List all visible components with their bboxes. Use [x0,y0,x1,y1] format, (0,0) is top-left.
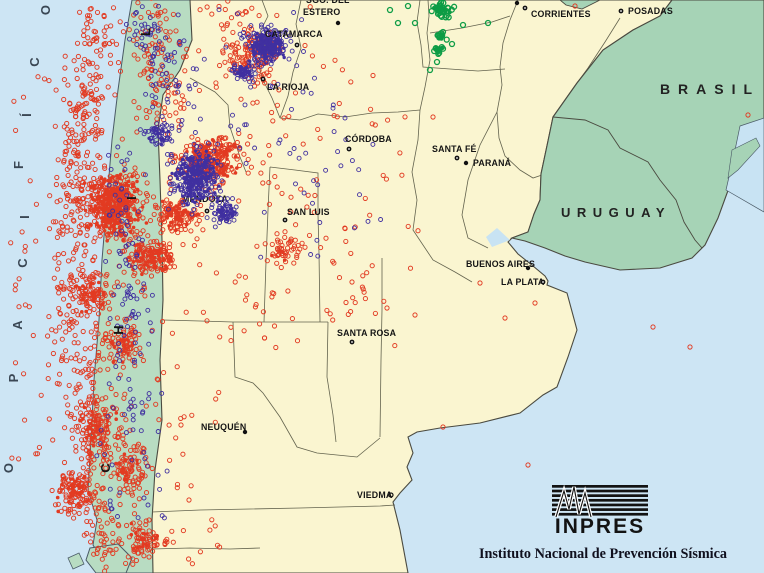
city-sgo-del-estero: SGO. DEL ESTERO [303,0,350,26]
city-marker-paran- [463,160,469,166]
brazil-top-sliver [559,0,601,10]
city-label-neuqu-n: NEUQUÉN [201,422,246,432]
ocean-label-letter: A [10,320,25,330]
logo-bar [552,485,648,488]
city-label-santa-f-: SANTA FÉ [432,144,477,154]
inpres-subtitle: Instituto Nacional de Prevención Sísmica [479,546,727,562]
city-la-rioja: LA RIOJA [260,76,310,92]
city-dot [514,0,520,6]
logo-bar [552,508,648,511]
city-marker-center [262,78,264,80]
ocean-label-letter: C [15,258,30,268]
city-marker-center [351,341,353,343]
city-layer: SGO. DEL ESTERO CATAMARCA LA RIOJA CÓRDOBA SA… [201,0,673,500]
city-catamarca: CATAMARCA [265,29,323,48]
city-label-paran-: PARANÁ [473,158,512,168]
city-santa-f-: SANTA FÉ [432,144,477,161]
logo-bar [552,494,648,497]
city-label-la-rioja: LA RIOJA [267,82,310,92]
chile-label-letter: H [111,325,126,334]
ocean-label-letter: Í [19,113,34,117]
city-marker-center [620,10,622,12]
city-marker-buenos-aires [525,265,531,271]
ocean-label-letter: O [38,5,53,15]
city-label-sgo-del-estero: ESTERO [303,7,340,17]
ocean-label-letter: I [17,215,32,219]
geographic-labels: BRASIL URUGUAY O C Í F I C A P O L I H C [1,5,760,473]
city-label-la-plata: LA PLATA [501,277,545,287]
logo-bar [552,503,648,507]
city-label-c-rdoba: CÓRDOBA [345,133,392,144]
city-label-viedma: VIEDMA [357,490,393,500]
ocean-label-letter: F [11,161,26,169]
logo-bar [552,498,648,502]
logo-bar [552,489,648,493]
city-marker-center [348,148,350,150]
city-la-plata: LA PLATA [501,277,546,287]
city-san-luis: SAN LUIS [282,207,330,223]
city-label-corrientes: CORRIENTES [531,9,591,19]
ocean-label-letter: C [27,57,42,67]
deep-blue-events [94,3,384,521]
city-c-rdoba: CÓRDOBA [345,133,392,152]
city-label-sgo-del-estero: SGO. DEL [306,0,350,5]
city-marker-center [456,157,458,159]
city-santa-rosa: SANTA ROSA [337,328,397,345]
chile-label-letter: C [98,463,113,473]
inpres-logo-bars-icon [552,485,648,516]
city-label-santa-rosa: SANTA ROSA [337,328,397,338]
city-label-posadas: POSADAS [628,6,673,16]
city-marker-center [206,210,208,212]
city-marker-center [284,219,286,221]
city-label-san-luis: SAN LUIS [287,207,330,217]
city-paran-: PARANÁ [463,158,512,168]
city-neuqu-n: NEUQUÉN [201,422,248,435]
city-viedma: VIEDMA [357,490,394,500]
seismogram-zigzag-inner-icon [555,486,592,518]
city-labels-under-layer: MENDOZA [182,194,228,214]
chile-label-letter: I [124,196,139,200]
city-label-mendoza: MENDOZA [182,194,228,204]
ocean-label-letter: P [6,373,21,382]
earthquake-layers [8,0,751,573]
city-buenos-aires: BUENOS AIRES [466,259,535,271]
city-corrientes: CORRIENTES [522,5,591,19]
green-events [386,0,492,74]
city-mendoza: MENDOZA [182,194,228,214]
city-label-buenos-aires: BUENOS AIRES [466,259,535,269]
city-marker-neuqu-n [242,429,248,435]
city-marker-sgo-del-estero [335,20,341,26]
city-marker-viedma [388,492,394,498]
ocean-label-letter: O [1,463,16,473]
chile-label-letter: L [138,28,153,36]
city-marker-center [296,44,298,46]
city-label-catamarca: CATAMARCA [265,29,323,39]
inpres-acronym: INPRES [555,515,645,538]
brazil-uruguay-border [552,116,703,249]
parana-delta [486,228,510,247]
small-island [67,552,85,570]
lagoon-sand-spit [727,137,761,179]
logo-bar [552,512,648,516]
city-marker-center [542,281,544,283]
inpres-logo: INPRES Instituto Nacional de Prevención … [479,484,727,562]
country-label-uruguay: URUGUAY [561,205,671,220]
city-posadas: POSADAS [618,6,673,16]
city-marker-dot [514,0,520,6]
city-marker-center [524,7,526,9]
country-label-brasil: BRASIL [660,81,760,97]
